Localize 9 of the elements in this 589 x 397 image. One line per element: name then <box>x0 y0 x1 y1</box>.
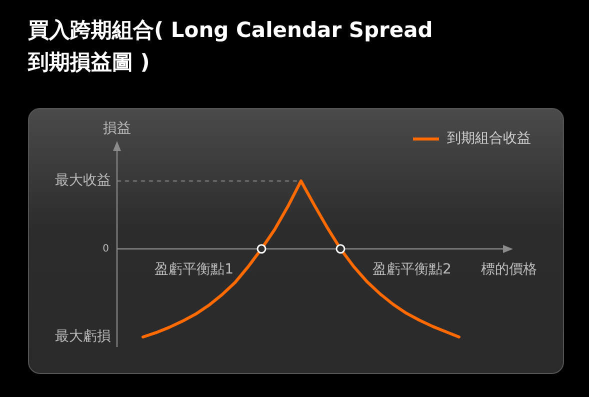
text: 0 <box>102 243 109 254</box>
y-axis-title: 損益 <box>103 120 131 137</box>
x-axis-title: 標的價格 <box>481 262 537 278</box>
chart-title: 買入跨期組合( Long Calendar Spread 到期損益圖 ) <box>28 17 433 76</box>
annotation: 盈虧平衡點1 <box>154 262 234 278</box>
text: 最大收益 <box>55 172 111 189</box>
annotation: 盈虧平衡點2 <box>372 262 452 278</box>
text: 最大虧損 <box>55 328 111 345</box>
legend-label: 到期組合收益 <box>447 130 531 147</box>
